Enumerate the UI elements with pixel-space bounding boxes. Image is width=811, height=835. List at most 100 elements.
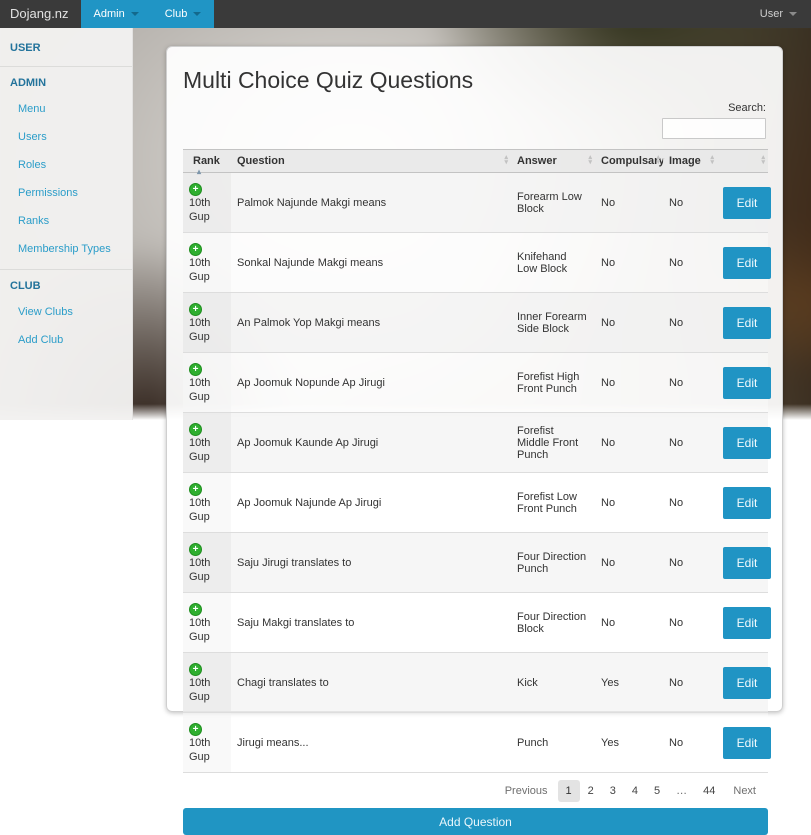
quiz-questions-table: Rank ▴ Question ▴ ▾ Answer ▴ ▾ Compulsary ▴ ▾ Image… xyxy=(183,149,771,773)
actions-cell: Edit xyxy=(717,532,771,593)
edit-button[interactable]: Edit xyxy=(723,486,771,519)
question-cell: An Palmok Yop Makgi means xyxy=(231,292,511,353)
table-row: +10th Gup Jirugi means... Punch Yes No Edit xyxy=(183,712,771,773)
expand-row-icon[interactable]: + xyxy=(189,663,202,676)
sidebar-item-add-club[interactable]: Add Club xyxy=(18,334,64,346)
expand-row-icon[interactable]: + xyxy=(189,423,202,436)
question-cell: Sonkal Najunde Makgi means xyxy=(231,232,511,293)
compulsary-cell: No xyxy=(595,232,663,293)
table-row: +10th Gup Ap Joomuk Nopunde Ap Jirugi Fore… xyxy=(183,352,771,413)
sidebar-item-membership-types[interactable]: Membership Types xyxy=(18,243,111,255)
rank-value: 10th Gup xyxy=(189,437,211,463)
expand-row-icon[interactable]: + xyxy=(189,303,202,316)
search-input[interactable] xyxy=(662,118,766,139)
sidebar-item-ranks[interactable]: Ranks xyxy=(18,215,50,227)
chevron-down-icon xyxy=(130,12,139,16)
column-header-answer[interactable]: Answer ▴ ▾ xyxy=(511,149,595,173)
edit-button[interactable]: Edit xyxy=(723,306,771,339)
sidebar-section-admin: ADMIN Menu Users Roles Permissions Ranks Membe… xyxy=(0,66,132,269)
question-cell: Ap Joomuk Najunde Ap Jirugi xyxy=(231,472,511,533)
pagination-page-2[interactable]: 2 xyxy=(587,785,594,797)
question-cell: Saju Makgi translates to xyxy=(231,592,511,653)
expand-row-icon[interactable]: + xyxy=(189,723,202,736)
rank-cell: +10th Gup xyxy=(183,412,231,473)
pagination-page-44[interactable]: 44 xyxy=(703,785,716,797)
image-cell: No xyxy=(663,712,717,773)
rank-cell: +10th Gup xyxy=(183,472,231,533)
column-header-label: Compulsary xyxy=(601,155,665,167)
table-row: +10th Gup An Palmok Yop Makgi means Inner … xyxy=(183,292,771,353)
actions-cell: Edit xyxy=(717,172,771,233)
edit-button[interactable]: Edit xyxy=(723,426,771,459)
column-header-actions[interactable]: ▴ ▾ xyxy=(717,149,768,173)
answer-cell: Forefist Low Front Punch xyxy=(511,472,595,533)
expand-row-icon[interactable]: + xyxy=(189,543,202,556)
table-row: +10th Gup Chagi translates to Kick Yes No Edi… xyxy=(183,652,771,713)
image-cell: No xyxy=(663,472,717,533)
expand-row-icon[interactable]: + xyxy=(189,183,202,196)
answer-cell: Forefist Middle Front Punch xyxy=(511,412,595,473)
pagination-next[interactable]: Next xyxy=(733,785,756,797)
navbar-right: User xyxy=(760,0,811,28)
sort-arrows-icon: ▴ ▾ xyxy=(761,154,765,166)
nav-item-club[interactable]: Club xyxy=(151,0,215,28)
sidebar-item-menu[interactable]: Menu xyxy=(18,103,46,115)
edit-button[interactable]: Edit xyxy=(723,666,771,699)
chevron-down-icon xyxy=(193,12,202,16)
column-header-image[interactable]: Image ▴ ▾ xyxy=(663,149,717,173)
table-row: +10th Gup Sonkal Najunde Makgi means Knife… xyxy=(183,232,771,293)
pagination-page-3[interactable]: 3 xyxy=(609,785,616,797)
compulsary-cell: No xyxy=(595,472,663,533)
edit-button[interactable]: Edit xyxy=(723,546,771,579)
expand-row-icon[interactable]: + xyxy=(189,483,202,496)
edit-button[interactable]: Edit xyxy=(723,246,771,279)
compulsary-cell: No xyxy=(595,412,663,473)
rank-value: 10th Gup xyxy=(189,377,211,403)
sidebar-item-users[interactable]: Users xyxy=(18,131,47,143)
add-question-button[interactable]: Add Question xyxy=(183,808,768,835)
question-cell: Ap Joomuk Nopunde Ap Jirugi xyxy=(231,352,511,413)
edit-button[interactable]: Edit xyxy=(723,726,771,759)
image-cell: No xyxy=(663,592,717,653)
actions-cell: Edit xyxy=(717,412,771,473)
table-row: +10th Gup Palmok Najunde Makgi means Forea… xyxy=(183,172,771,233)
pagination-previous[interactable]: Previous xyxy=(504,785,548,797)
sidebar-heading-user: USER xyxy=(10,42,41,54)
sidebar-item-roles[interactable]: Roles xyxy=(18,159,47,171)
column-header-label: Image xyxy=(669,155,701,167)
expand-row-icon[interactable]: + xyxy=(189,243,202,256)
rank-value: 10th Gup xyxy=(189,497,211,523)
rank-value: 10th Gup xyxy=(189,677,211,703)
brand-logo[interactable]: Dojang.nz xyxy=(10,6,69,21)
image-cell: No xyxy=(663,352,717,413)
pagination-page-5[interactable]: 5 xyxy=(654,785,661,797)
sort-arrows-icon: ▴ ▾ xyxy=(710,154,714,166)
image-cell: No xyxy=(663,412,717,473)
answer-cell: Kick xyxy=(511,652,595,713)
question-cell: Ap Joomuk Kaunde Ap Jirugi xyxy=(231,412,511,473)
nav-item-admin[interactable]: Admin xyxy=(80,0,152,28)
pagination-page-1[interactable]: 1 xyxy=(557,780,580,802)
sidebar-item-view-clubs[interactable]: View Clubs xyxy=(18,306,73,318)
rank-value: 10th Gup xyxy=(189,257,211,283)
actions-cell: Edit xyxy=(717,472,771,533)
compulsary-cell: Yes xyxy=(595,712,663,773)
column-header-rank[interactable]: Rank ▴ xyxy=(183,149,231,176)
actions-cell: Edit xyxy=(717,592,771,653)
actions-cell: Edit xyxy=(717,352,771,413)
sidebar-item-permissions[interactable]: Permissions xyxy=(18,187,78,199)
pagination-page-4[interactable]: 4 xyxy=(631,785,638,797)
column-header-compulsary[interactable]: Compulsary ▴ ▾ xyxy=(595,149,665,173)
edit-button[interactable]: Edit xyxy=(723,606,771,639)
question-cell: Saju Jirugi translates to xyxy=(231,532,511,593)
edit-button[interactable]: Edit xyxy=(723,186,771,219)
rank-cell: +10th Gup xyxy=(183,232,231,293)
user-menu[interactable]: User xyxy=(760,8,797,20)
edit-button[interactable]: Edit xyxy=(723,366,771,399)
expand-row-icon[interactable]: + xyxy=(189,363,202,376)
column-header-label: Answer xyxy=(517,155,557,167)
column-header-question[interactable]: Question ▴ ▾ xyxy=(231,149,511,173)
top-navbar: Dojang.nz Admin Club User xyxy=(0,0,811,28)
expand-row-icon[interactable]: + xyxy=(189,603,202,616)
rank-cell: +10th Gup xyxy=(183,352,231,413)
